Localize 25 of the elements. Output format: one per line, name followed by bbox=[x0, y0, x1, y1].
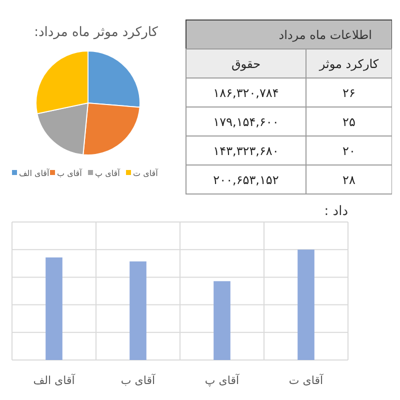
legend-label: آقای ب bbox=[57, 168, 83, 178]
bar bbox=[214, 281, 230, 360]
x-tick-label: آقای ت bbox=[288, 373, 324, 387]
text: اطلاعات ماه مرداد bbox=[278, 28, 372, 42]
chart-title: داد : bbox=[324, 204, 348, 219]
text: ۱۷۹,۱۵۴,۶۰۰ bbox=[213, 115, 279, 129]
bar bbox=[46, 257, 62, 360]
text: ۲۸ bbox=[342, 173, 356, 187]
text: ۱۸۶,۳۲۰,۷۸۴ bbox=[213, 86, 279, 100]
x-tick-label: آقای الف bbox=[33, 373, 76, 387]
text: ۲۵ bbox=[342, 115, 356, 129]
bar bbox=[298, 250, 314, 360]
chart-title: کارکرد موثر ماه مرداد: bbox=[34, 25, 159, 40]
x-tick-label: آقای پ bbox=[204, 373, 240, 387]
text: ۱۴۳,۳۲۳,۶۸۰ bbox=[213, 144, 279, 158]
legend-label: آقای ت bbox=[133, 168, 159, 178]
legend-label: آقای الف bbox=[19, 168, 50, 178]
bar bbox=[130, 261, 146, 360]
x-tick-label: آقای ب bbox=[120, 373, 156, 387]
text: ۲۶ bbox=[342, 86, 356, 100]
legend-label: آقای پ bbox=[95, 168, 121, 178]
text: ۲۰ bbox=[342, 144, 356, 158]
text: ۲۰۰,۶۵۳,۱۵۲ bbox=[213, 173, 279, 187]
text: کارکرد موثر bbox=[318, 57, 379, 71]
text: حقوق bbox=[232, 57, 260, 71]
